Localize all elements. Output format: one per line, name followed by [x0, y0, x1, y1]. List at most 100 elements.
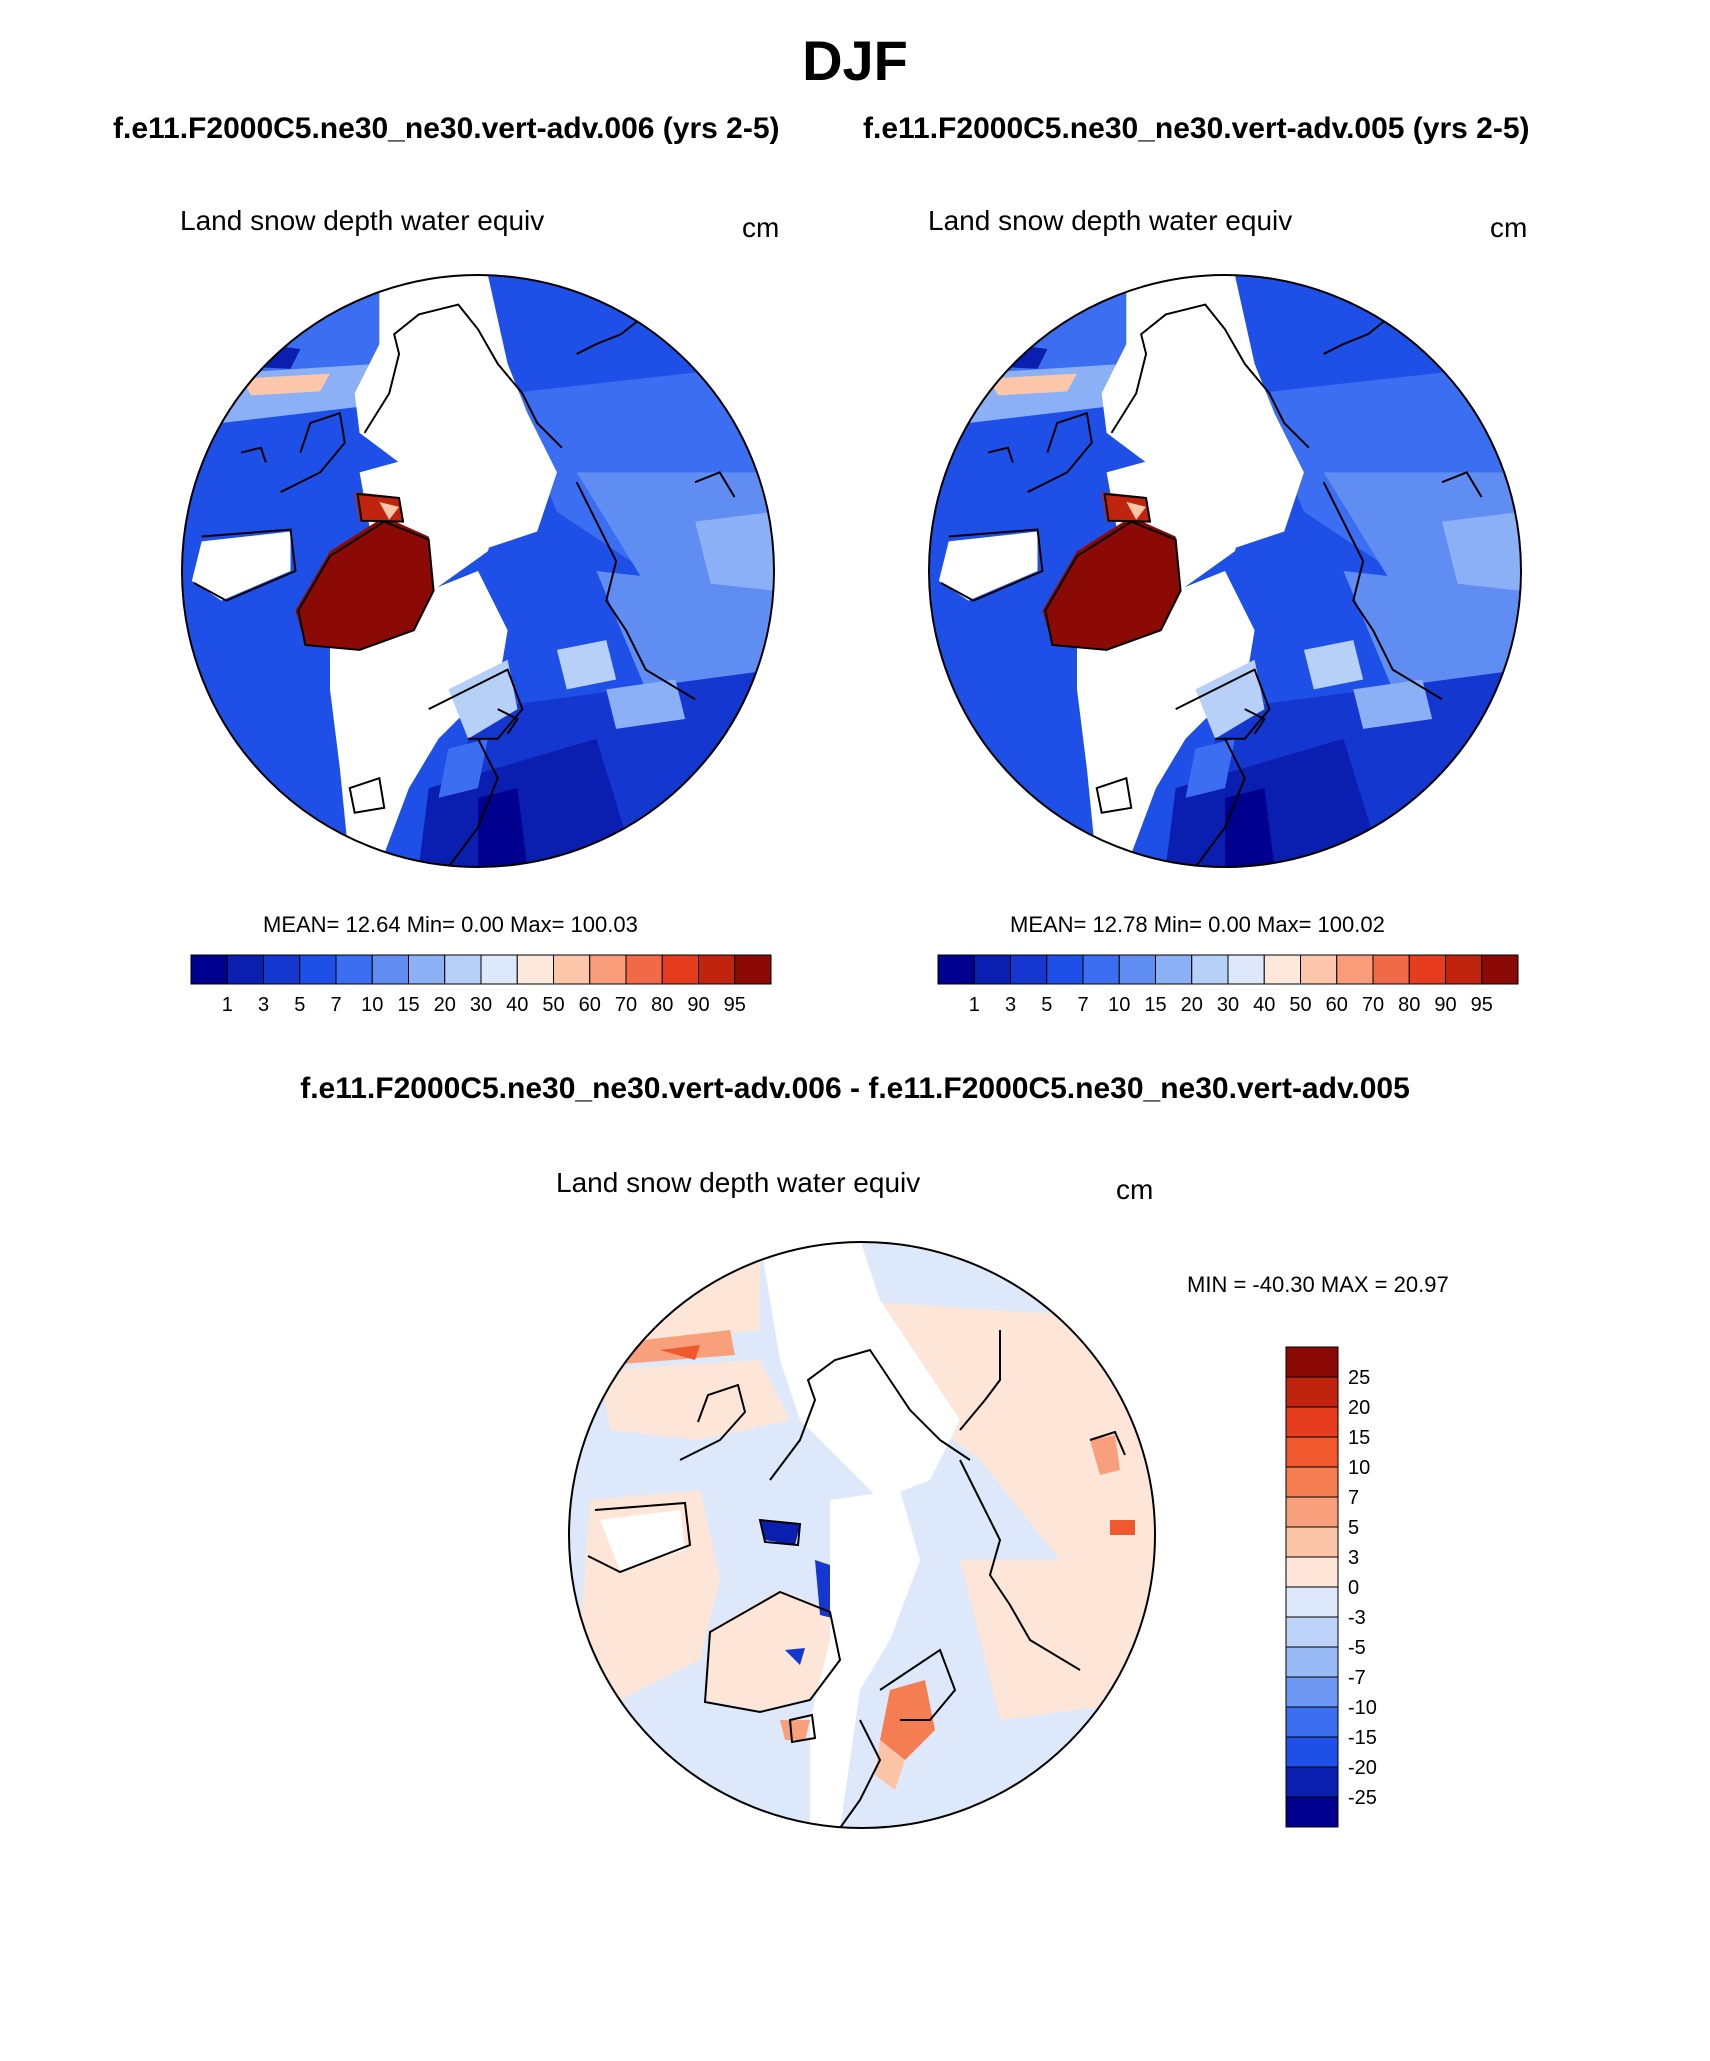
colorbar-difference-tick-label: 5: [1348, 1517, 1359, 1539]
stats-left: MEAN= 12.64 Min= 0.00 Max= 100.03: [263, 912, 638, 937]
colorbar-difference-tick-label: -20: [1348, 1757, 1377, 1779]
colorbar-difference-tick-label: -5: [1348, 1637, 1366, 1659]
colorbar-right-tick-label: 20: [1181, 994, 1203, 1016]
colorbar-right-tick-label: 15: [1144, 994, 1166, 1016]
colorbar-right-swatch: [1155, 954, 1193, 985]
colorbar-right-swatch: [1263, 954, 1301, 985]
colorbar-left-swatch: [734, 954, 772, 985]
colorbar-right-tick-label: 90: [1434, 994, 1456, 1016]
colorbar-right-tick-label: 1: [969, 994, 980, 1016]
colorbar-left-swatch: [263, 954, 301, 985]
colorbar-difference-swatch: [1285, 1556, 1339, 1588]
colorbar-right-tick-label: 80: [1398, 994, 1420, 1016]
colorbar-left-tick-label: 3: [258, 994, 269, 1016]
colorbar-left-swatch: [335, 954, 373, 985]
map-right: [928, 274, 1522, 868]
colorbar-left-swatch: [661, 954, 699, 985]
colorbar-difference-tick-label: 10: [1348, 1457, 1370, 1479]
colorbar-right-swatch: [1082, 954, 1120, 985]
colorbar-right-tick-label: 60: [1326, 994, 1348, 1016]
colorbar-difference-tick-label: 0: [1348, 1577, 1359, 1599]
colorbar-difference-swatch: [1285, 1766, 1339, 1798]
colorbar-right-tick-label: 3: [1005, 994, 1016, 1016]
colorbar-difference-swatch: [1285, 1796, 1339, 1828]
colorbar-right-swatch: [1227, 954, 1265, 985]
colorbar-difference-swatch: [1285, 1346, 1339, 1378]
colorbar-left-tick-label: 95: [724, 994, 746, 1016]
colorbar-left-swatch: [553, 954, 591, 985]
colorbar-right-swatch: [1481, 954, 1519, 985]
colorbar-right-tick-label: 7: [1077, 994, 1088, 1016]
colorbar-left-swatch: [698, 954, 736, 985]
colorbar-difference-swatch: [1285, 1706, 1339, 1738]
colorbar-right-swatch: [1046, 954, 1084, 985]
colorbar-difference-tick-label: -7: [1348, 1667, 1366, 1689]
colorbar-left-swatch: [480, 954, 518, 985]
colorbar-left-swatch: [444, 954, 482, 985]
colorbar-difference-tick-label: 15: [1348, 1427, 1370, 1449]
colorbar-right-swatch: [973, 954, 1011, 985]
colorbar-difference-tick-label: 3: [1348, 1547, 1359, 1569]
colorbar-right-tick-label: 5: [1041, 994, 1052, 1016]
colorbar-difference-swatch: [1285, 1406, 1339, 1438]
colorbar-left-tick-label: 40: [506, 994, 528, 1016]
stats-diff: MIN = -40.30 MAX = 20.97: [1187, 1272, 1449, 1297]
colorbar-difference-tick-label: -3: [1348, 1607, 1366, 1629]
colorbar-difference-swatch: [1285, 1586, 1339, 1618]
difference-title: f.e11.F2000C5.ne30_ne30.vert-adv.006 - f…: [300, 1072, 1410, 1105]
colorbar-left-tick-label: 90: [687, 994, 709, 1016]
colorbar-right-swatch: [1336, 954, 1374, 985]
colorbar-left-tick-label: 7: [330, 994, 341, 1016]
colorbar-left-tick-label: 70: [615, 994, 637, 1016]
colorbar-left-swatch: [299, 954, 337, 985]
colorbar-difference-swatch: [1285, 1526, 1339, 1558]
units-label-right: cm: [1490, 212, 1528, 243]
colorbar-right-swatch: [1408, 954, 1446, 985]
units-label-diff: cm: [1116, 1174, 1154, 1205]
colorbar-right-swatch: [1445, 954, 1483, 985]
units-label-left: cm: [742, 212, 780, 243]
colorbar-left-swatch: [408, 954, 446, 985]
colorbar-right-swatch: [1300, 954, 1338, 985]
colorbar-right-tick-label: 70: [1362, 994, 1384, 1016]
colorbar-difference-swatch: [1285, 1496, 1339, 1528]
colorbar-difference-swatch: [1285, 1736, 1339, 1768]
colorbar-right-tick-label: 40: [1253, 994, 1275, 1016]
map-difference: [568, 1241, 1156, 1829]
colorbar-difference-tick-label: -10: [1348, 1697, 1377, 1719]
colorbar-left-tick-label: 1: [222, 994, 233, 1016]
variable-label-left: Land snow depth water equiv: [180, 205, 545, 236]
colorbar-right-tick-label: 30: [1217, 994, 1239, 1016]
colorbar-difference-tick-label: 25: [1348, 1367, 1370, 1389]
colorbar-left-tick-label: 20: [434, 994, 456, 1016]
colorbar-right-swatch: [1191, 954, 1229, 985]
colorbar-right: 1 3 5 7 10 15 20 30 40 50 60 70 80 90 95: [937, 954, 1519, 1016]
colorbar-difference-tick-label: 20: [1348, 1397, 1370, 1419]
case-title-right: f.e11.F2000C5.ne30_ne30.vert-adv.005 (yr…: [863, 112, 1530, 145]
season-title: DJF: [802, 29, 908, 92]
colorbar-left: 1 3 5 7 10 15 20 30 40 50 60 70 80 90 95: [190, 954, 772, 1016]
colorbar-left-tick-label: 10: [361, 994, 383, 1016]
colorbar-left-swatch: [589, 954, 627, 985]
colorbar-right-tick-label: 50: [1289, 994, 1311, 1016]
colorbar-left-swatch: [371, 954, 409, 985]
colorbar-right-swatch: [1118, 954, 1156, 985]
colorbar-right-swatch: [1010, 954, 1048, 985]
colorbar-left-tick-label: 60: [579, 994, 601, 1016]
colorbar-difference-tick-label: -25: [1348, 1787, 1377, 1809]
colorbar-difference-swatch: [1285, 1436, 1339, 1468]
case-title-left: f.e11.F2000C5.ne30_ne30.vert-adv.006 (yr…: [113, 112, 780, 145]
colorbar-left-tick-label: 50: [542, 994, 564, 1016]
colorbar-left-tick-label: 15: [397, 994, 419, 1016]
colorbar-left-swatch: [190, 954, 228, 985]
colorbar-left-swatch: [516, 954, 554, 985]
colorbar-left-swatch: [226, 954, 264, 985]
variable-label-diff: Land snow depth water equiv: [556, 1167, 921, 1198]
colorbar-difference-tick-label: 7: [1348, 1487, 1359, 1509]
colorbar-right-swatch: [1372, 954, 1410, 985]
stats-right: MEAN= 12.78 Min= 0.00 Max= 100.02: [1010, 912, 1385, 937]
colorbar-difference: 25 20 15 10 7 5 3 0 -3 -5 -7 -10 -15 -20 -25: [1285, 1346, 1377, 1828]
colorbar-left-tick-label: 30: [470, 994, 492, 1016]
colorbar-difference-swatch: [1285, 1646, 1339, 1678]
colorbar-right-swatch: [937, 954, 975, 985]
